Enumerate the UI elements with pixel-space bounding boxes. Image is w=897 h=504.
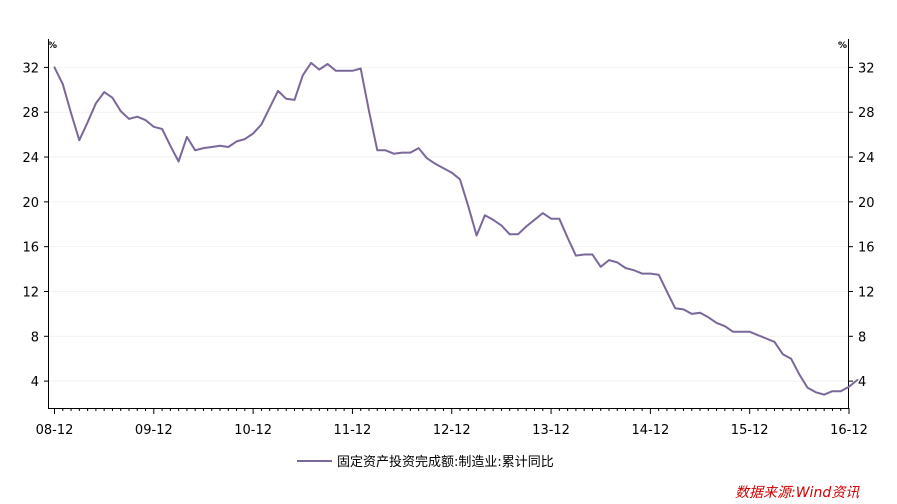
right-axis-unit: %	[838, 41, 847, 51]
y-tick-label-left: 16	[22, 241, 39, 256]
axes-layer	[44, 39, 853, 414]
legend: 固定资产投资完成额:制造业:累计同比	[297, 454, 554, 470]
y-tick-label-left: 24	[22, 151, 39, 166]
y-tick-label-right: 8	[858, 330, 866, 345]
y-tick-label-left: 28	[22, 106, 39, 121]
y-tick-label-right: 20	[858, 196, 875, 211]
legend-label: 固定资产投资完成额:制造业:累计同比	[337, 454, 554, 470]
y-tick-label-left: 12	[22, 285, 39, 300]
x-tick-label: 16-12	[830, 423, 868, 438]
y-tick-label-right: 32	[858, 61, 875, 76]
y-tick-label-left: 20	[22, 196, 39, 211]
grid-layer	[48, 66, 849, 382]
source-note: 数据来源:Wind资讯	[735, 485, 860, 501]
labels-layer: 4 4 8 8 12 12 16 16 20 20 24 24 28 28 32 32 08-12 09-12 10…	[22, 61, 874, 438]
x-tick-label: 15-12	[731, 423, 769, 438]
y-tick-label-right: 24	[858, 151, 875, 166]
left-axis-unit: %	[48, 41, 57, 51]
y-tick-label-left: 4	[31, 375, 39, 390]
y-tick-label-left: 8	[31, 330, 39, 345]
y-tick-label-right: 4	[858, 375, 866, 390]
x-tick-label: 10-12	[234, 423, 272, 438]
x-tick-label: 09-12	[135, 423, 173, 438]
x-tick-label: 08-12	[36, 423, 74, 438]
x-tick-label: 13-12	[532, 423, 570, 438]
series-line	[53, 61, 859, 396]
y-tick-label-right: 12	[858, 285, 875, 300]
series-layer	[53, 61, 859, 396]
y-tick-label-left: 32	[22, 61, 39, 76]
y-tick-label-right: 16	[858, 241, 875, 256]
x-tick-label: 12-12	[433, 423, 471, 438]
y-tick-label-right: 28	[858, 106, 875, 121]
x-tick-label: 14-12	[631, 423, 669, 438]
x-tick-label: 11-12	[334, 423, 372, 438]
